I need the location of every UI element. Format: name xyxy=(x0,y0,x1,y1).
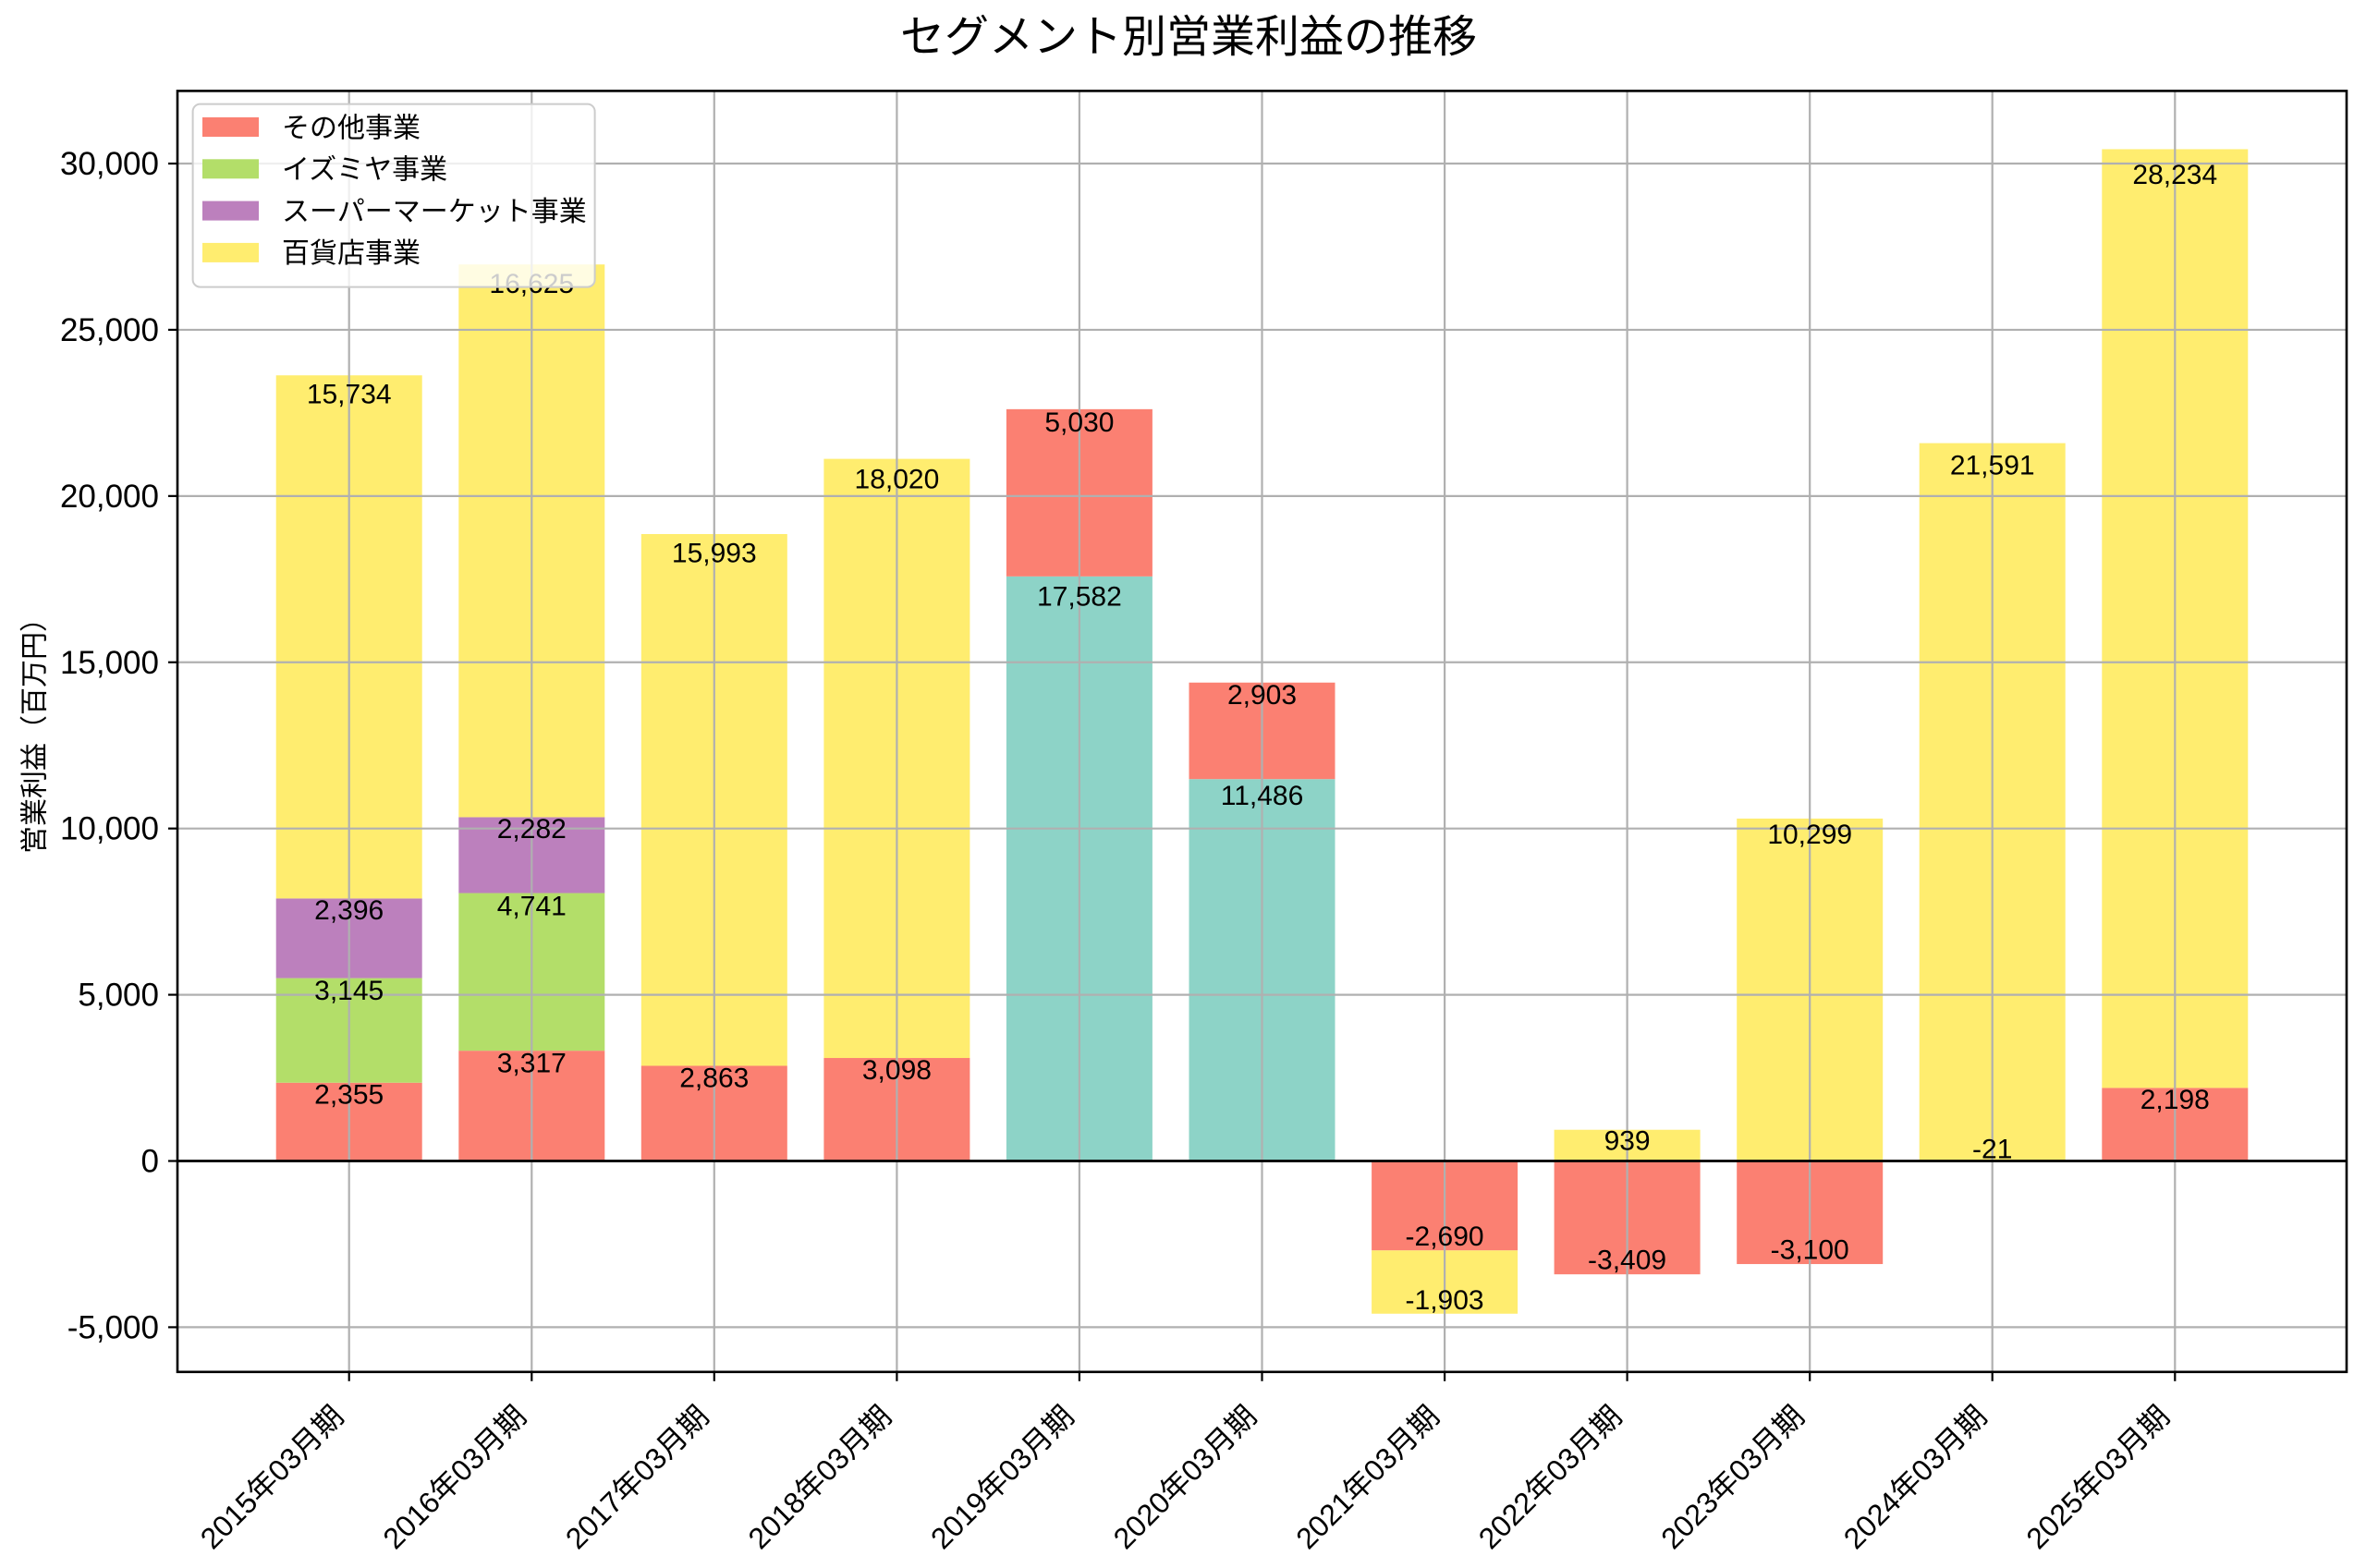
svg-text:28,234: 28,234 xyxy=(2132,160,2217,190)
svg-text:3,145: 3,145 xyxy=(314,976,384,1006)
svg-text:25,000: 25,000 xyxy=(60,312,159,348)
svg-text:18,020: 18,020 xyxy=(855,464,940,494)
svg-text:4,741: 4,741 xyxy=(497,892,567,922)
svg-text:百貨店事業: 百貨店事業 xyxy=(282,238,421,269)
svg-text:5,000: 5,000 xyxy=(78,978,159,1014)
svg-text:15,000: 15,000 xyxy=(60,645,159,681)
svg-text:2,863: 2,863 xyxy=(679,1064,749,1094)
svg-text:-3,100: -3,100 xyxy=(1771,1235,1849,1266)
svg-text:営業利益（百万円）: 営業利益（百万円） xyxy=(20,604,51,854)
svg-text:-2,690: -2,690 xyxy=(1406,1222,1484,1252)
svg-text:15,993: 15,993 xyxy=(672,539,757,569)
svg-text:10,000: 10,000 xyxy=(60,811,159,847)
svg-text:-21: -21 xyxy=(1972,1135,2012,1165)
svg-text:-3,409: -3,409 xyxy=(1588,1246,1666,1276)
svg-text:2,396: 2,396 xyxy=(314,895,384,926)
svg-text:2,198: 2,198 xyxy=(2140,1085,2210,1115)
svg-text:939: 939 xyxy=(1604,1126,1651,1157)
svg-text:スーパーマーケット事業: スーパーマーケット事業 xyxy=(282,197,587,227)
svg-text:3,098: 3,098 xyxy=(862,1055,932,1086)
svg-text:17,582: 17,582 xyxy=(1037,581,1122,612)
svg-text:20,000: 20,000 xyxy=(60,479,159,515)
svg-text:5,030: 5,030 xyxy=(1044,407,1114,438)
svg-text:セグメント別営業利益の推移: セグメント別営業利益の推移 xyxy=(900,13,1477,62)
svg-text:30,000: 30,000 xyxy=(60,146,159,182)
svg-text:3,317: 3,317 xyxy=(497,1049,567,1079)
svg-text:2,355: 2,355 xyxy=(314,1080,384,1111)
svg-text:11,486: 11,486 xyxy=(1221,781,1304,811)
svg-text:-1,903: -1,903 xyxy=(1406,1285,1484,1316)
svg-text:-5,000: -5,000 xyxy=(67,1309,159,1345)
svg-text:2,282: 2,282 xyxy=(497,814,567,845)
svg-text:10,299: 10,299 xyxy=(1767,820,1852,850)
svg-text:イズミヤ事業: イズミヤ事業 xyxy=(282,155,447,186)
svg-text:15,734: 15,734 xyxy=(307,380,392,410)
svg-text:21,591: 21,591 xyxy=(1950,450,2035,480)
svg-text:2,903: 2,903 xyxy=(1227,680,1297,711)
svg-text:0: 0 xyxy=(141,1144,159,1180)
svg-text:その他事業: その他事業 xyxy=(282,113,421,143)
